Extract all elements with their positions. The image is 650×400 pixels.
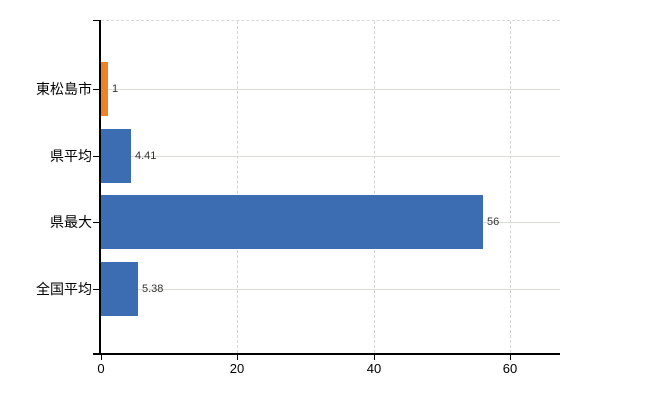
y-axis-top-tick xyxy=(93,20,101,21)
bar-value-label: 4.41 xyxy=(135,150,157,162)
x-axis-tick xyxy=(101,355,102,360)
bar-value-label: 1 xyxy=(112,83,119,95)
y-axis-tick xyxy=(93,222,101,223)
x-axis-tick xyxy=(237,355,238,360)
x-gridline xyxy=(374,21,375,353)
category-label: 県最大 xyxy=(50,214,92,230)
x-tick-label: 0 xyxy=(97,361,105,376)
x-axis-line xyxy=(93,353,560,355)
y-gridline xyxy=(101,156,560,157)
bar-value-label: 56 xyxy=(487,216,500,228)
category-label: 東松島市 xyxy=(36,81,92,97)
bar[interactable] xyxy=(101,262,138,316)
x-gridline xyxy=(237,21,238,353)
x-tick-label: 60 xyxy=(502,361,518,376)
bar-value-label: 5.38 xyxy=(142,283,164,295)
y-gridline xyxy=(101,289,560,290)
y-axis-line xyxy=(99,21,101,355)
x-axis-tick xyxy=(510,355,511,360)
category-label: 県平均 xyxy=(50,148,92,164)
x-tick-label: 20 xyxy=(229,361,245,376)
y-gridline xyxy=(101,89,560,90)
y-axis-tick xyxy=(93,289,101,290)
bar[interactable] xyxy=(101,129,131,183)
x-axis-tick xyxy=(374,355,375,360)
y-axis-tick xyxy=(93,156,101,157)
y-axis-tick xyxy=(93,89,101,90)
x-gridline xyxy=(510,21,511,353)
bar[interactable] xyxy=(101,195,483,249)
bar[interactable] xyxy=(101,62,108,116)
x-tick-label: 40 xyxy=(366,361,382,376)
category-label: 全国平均 xyxy=(36,281,92,297)
plot-top-border xyxy=(101,20,560,21)
